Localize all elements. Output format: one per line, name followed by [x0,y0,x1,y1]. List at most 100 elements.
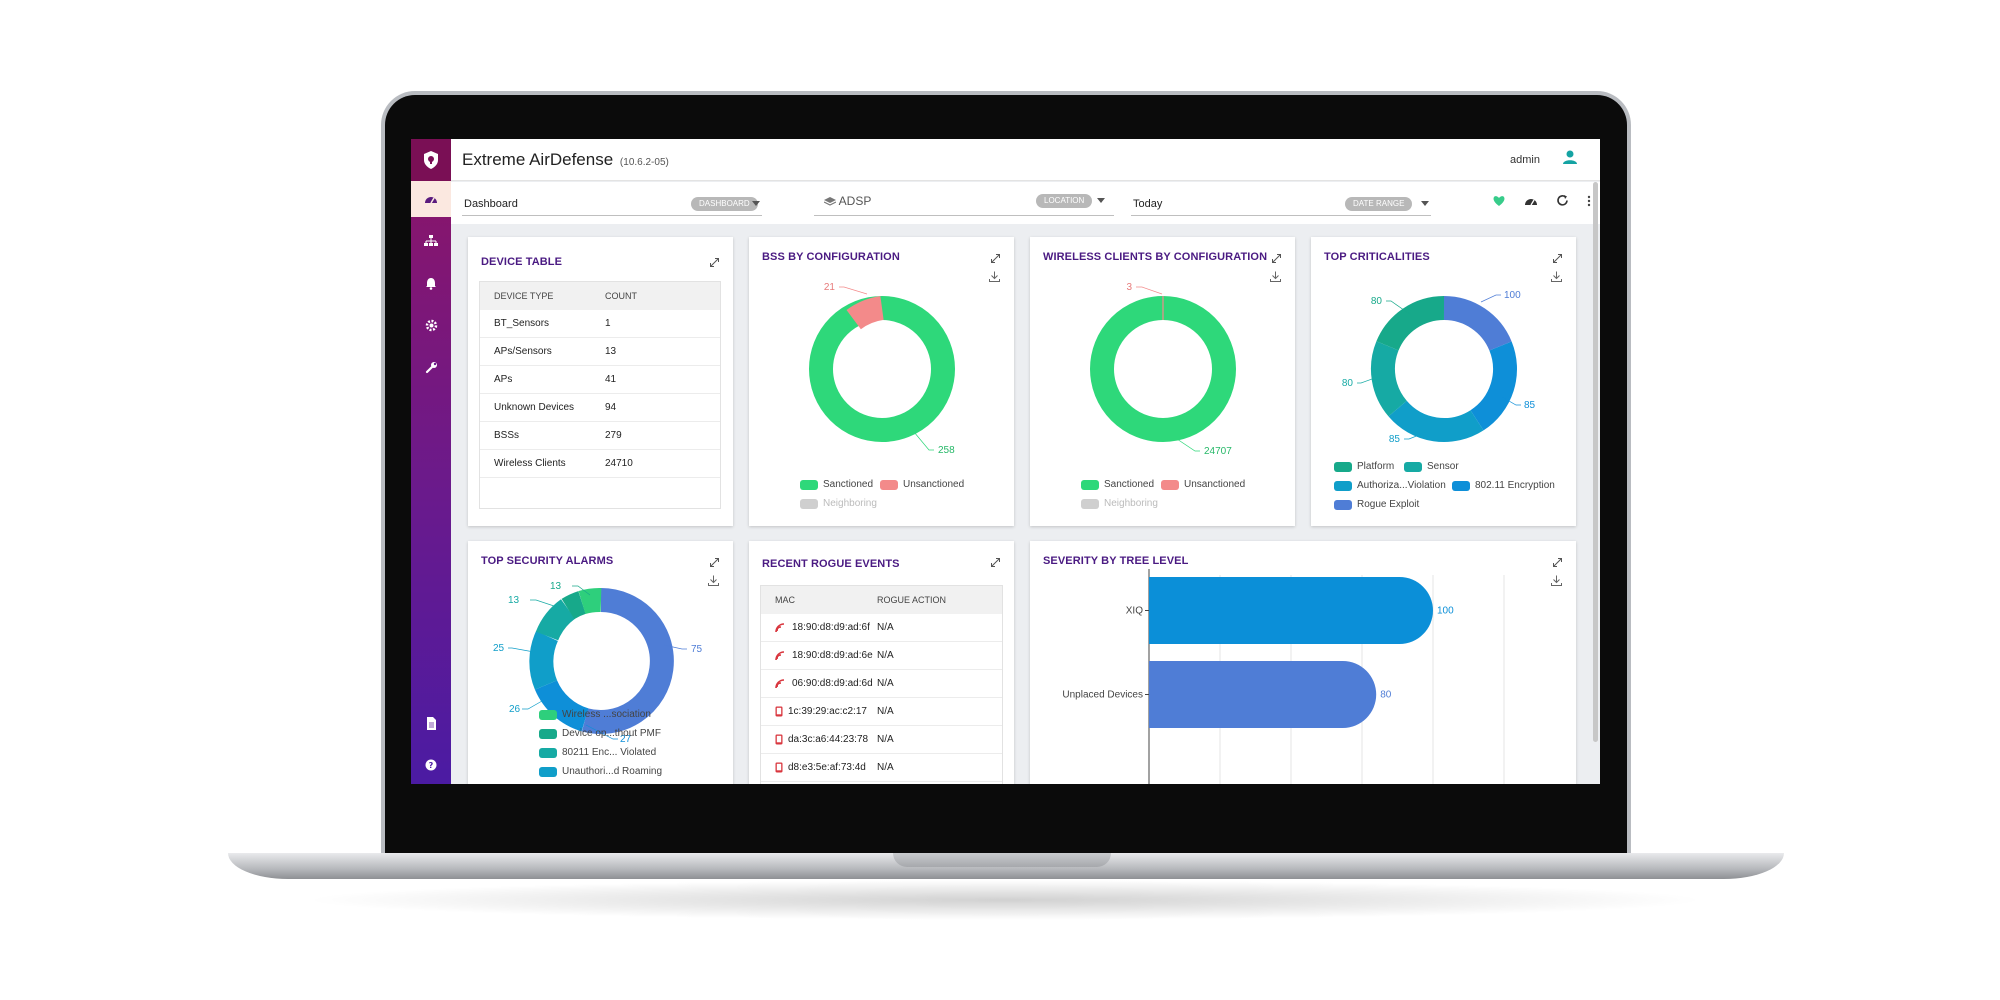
legend-item-neighboring[interactable]: Neighboring [800,498,877,509]
legend-item-rogue-exploit[interactable]: Rogue Exploit [1334,499,1419,510]
legend-item[interactable]: 80211 Enc... Violated [539,747,656,758]
sidebar-item-settings[interactable] [411,307,451,343]
legend-item[interactable]: Unauthori...d Roaming [539,766,662,777]
column-header-rogue-action[interactable]: ROGUE ACTION [877,595,947,605]
legend-item-platform[interactable]: Platform [1334,461,1394,472]
legend-item-sensor[interactable]: Sensor [1404,461,1459,472]
donut-slice-sanctioned[interactable] [1090,296,1236,442]
location-select[interactable]: ADSP LOCATION [814,192,1114,216]
speedometer-icon[interactable] [1524,194,1538,212]
mobile-device-icon [775,734,783,745]
download-icon[interactable] [1551,269,1562,287]
more-options-icon[interactable] [1587,194,1591,212]
label-leader-line [1480,294,1501,303]
severity-bar-chart: XIQ 100 Unplaced Devices 80 [1062,569,1505,784]
donut-slice-sensor[interactable] [1370,341,1408,417]
legend-item-encryption[interactable]: 802.11 Encryption [1452,480,1555,491]
donut-slice-13a[interactable] [561,591,586,620]
clients-config-card: WIRELESS CLIENTS BY CONFIGURATION 3 2470… [1030,237,1295,526]
sidebar-item-network[interactable] [411,223,451,259]
header-bar: Extreme AirDefense (10.6.2-05) admin [451,139,1600,181]
sidebar-item-help[interactable]: ? [411,747,451,783]
sidebar-item-reports[interactable] [411,705,451,741]
download-icon[interactable] [708,573,719,591]
legend-item-sanctioned[interactable]: Sanctioned [800,479,873,490]
legend-item-unsanctioned[interactable]: Unsanctioned [880,479,964,490]
data-label-sanctioned: 24707 [1204,446,1232,457]
card-title: BSS BY CONFIGURATION [762,251,900,263]
legend-item-unsanctioned[interactable]: Unsanctioned [1161,479,1245,490]
shield-logo-icon[interactable] [411,139,451,181]
download-icon[interactable] [1270,269,1281,287]
label-leader-line [908,425,934,451]
expand-icon[interactable] [1553,250,1562,268]
document-icon [426,716,436,730]
table-row[interactable]: Unknown Devices 94 [480,394,720,422]
download-icon[interactable] [989,269,1000,287]
donut-slice-75[interactable] [581,588,674,734]
health-heart-icon[interactable] [1492,194,1506,212]
table-row[interactable]: 1c:39:29:ac:c2:17 N/A [761,698,1002,726]
table-row[interactable]: APs 41 [480,366,720,394]
donut-slice-rogue-exploit[interactable] [1443,296,1512,352]
table-row[interactable]: BT_Sensors 1 [480,310,720,338]
donut-slice-platform[interactable] [1376,295,1445,351]
label-leader-line [839,286,868,295]
legend-item-sanctioned[interactable]: Sanctioned [1081,479,1154,490]
donut-slice-13b[interactable] [578,588,602,615]
table-header: MAC ROGUE ACTION [761,586,1002,614]
expand-icon[interactable] [991,554,1000,572]
data-label: 25 [493,643,505,654]
donut-slice-encryption[interactable] [1470,341,1517,431]
legend-item-authorization[interactable]: Authoriza...Violation [1334,480,1446,491]
sidebar-item-alarms[interactable] [411,265,451,301]
table-row[interactable]: Wireless Clients 24710 [480,450,720,478]
refresh-icon[interactable] [1556,194,1569,212]
data-label-platform: 80 [1371,296,1383,307]
data-label-authorization: 85 [1389,434,1401,445]
bar-xiq[interactable] [1149,577,1433,644]
legend-item[interactable]: Device op...thout PMF [539,728,661,739]
donut-slice-26[interactable] [529,630,559,690]
legend-item[interactable]: Wireless ...sociation [539,709,651,720]
sidebar-item-tools[interactable] [411,349,451,385]
dashboard-select-value: Dashboard [464,198,518,210]
dashboard-select[interactable]: Dashboard DASHBOARD [462,192,762,216]
expand-icon[interactable] [710,254,719,272]
user-avatar-icon[interactable] [1562,149,1578,170]
donut-slice-unsanctioned[interactable] [846,296,885,330]
y-tick-label: Unplaced Devices [1062,690,1143,701]
column-header-count[interactable]: COUNT [605,291,637,301]
download-icon[interactable] [1551,573,1562,591]
label-leader-line [1404,430,1430,440]
card-title: WIRELESS CLIENTS BY CONFIGURATION [1043,251,1268,263]
bar-unplaced-devices[interactable] [1149,661,1377,728]
date-range-select[interactable]: Today DATE RANGE [1131,192,1431,216]
column-header-device-type[interactable]: DEVICE TYPE [494,291,554,301]
expand-icon[interactable] [991,250,1000,268]
table-row[interactable]: d8:e3:5e:af:73:4d N/A [761,754,1002,782]
table-row[interactable]: da:3c:a6:44:23:78 N/A [761,726,1002,754]
donut-slice-sanctioned[interactable] [809,296,955,442]
mobile-device-icon [775,762,783,773]
sidebar-item-dashboard[interactable] [411,181,451,217]
table-row[interactable]: APs/Sensors 13 [480,338,720,366]
expand-icon[interactable] [1272,250,1281,268]
table-row[interactable]: BSSs 279 [480,422,720,450]
table-row[interactable]: 06:90:d8:d9:ad:6d N/A [761,670,1002,698]
label-leader-line [508,647,535,653]
label-leader-line [663,644,687,650]
donut-slice-authorization[interactable] [1388,400,1484,442]
expand-icon[interactable] [710,554,719,572]
donut-slice-27[interactable] [534,679,589,732]
column-header-mac[interactable]: MAC [775,595,795,605]
donut-slice-25[interactable] [535,599,576,641]
username[interactable]: admin [1510,154,1540,166]
table-row[interactable]: 18:90:d8:d9:ad:6e N/A [761,642,1002,670]
legend-item-neighboring[interactable]: Neighboring [1081,498,1158,509]
help-icon: ? [425,759,437,771]
expand-icon[interactable] [1553,554,1562,572]
date-range-value: Today [1133,198,1163,210]
page-scrollbar[interactable] [1593,182,1598,742]
table-row[interactable]: 18:90:d8:d9:ad:6f N/A [761,614,1002,642]
